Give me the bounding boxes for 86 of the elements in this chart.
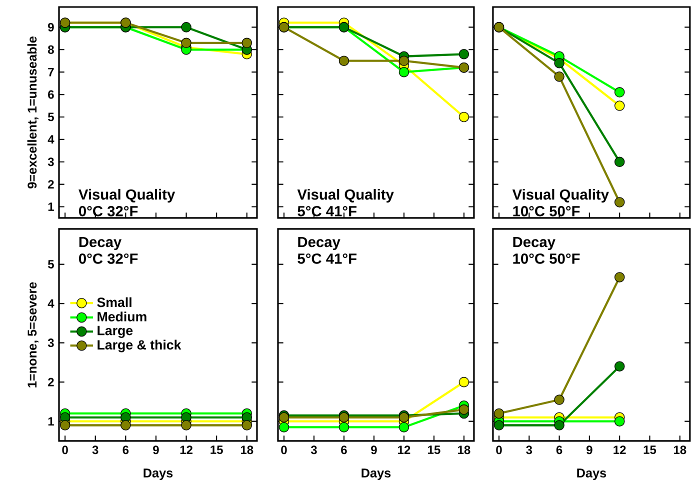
x-tick-label: 6 xyxy=(556,446,562,454)
legend-label: Large & thick xyxy=(98,340,182,352)
point xyxy=(398,422,410,432)
x-tick-label: 9 xyxy=(371,446,377,454)
point xyxy=(338,56,350,66)
point xyxy=(458,112,470,122)
point xyxy=(181,420,192,430)
x-tick-label: 15 xyxy=(428,446,440,454)
point xyxy=(614,156,625,168)
point xyxy=(60,420,70,430)
y-tick-label: 9 xyxy=(48,22,54,32)
x-tick-label: 6 xyxy=(341,446,347,454)
x-tick-label: 0 xyxy=(62,446,68,454)
point xyxy=(554,420,564,430)
point xyxy=(614,197,625,208)
legend-label: Small xyxy=(97,297,132,308)
y-tick-label: 5 xyxy=(48,112,54,122)
y-tick-label: 6 xyxy=(48,90,54,99)
point xyxy=(242,38,252,48)
x-axis-title: Days xyxy=(577,468,606,480)
annotation: 0°C 32°F xyxy=(79,206,138,216)
point xyxy=(338,422,350,432)
x-tick-label: 3 xyxy=(526,446,532,454)
point xyxy=(494,420,504,430)
x-tick-label: 18 xyxy=(458,446,470,454)
x-tick-label: 9 xyxy=(586,446,592,454)
y-axis-title: 9=excellent, 1=unuseable xyxy=(27,36,38,188)
y-axis-title: 1=none, 5=severe xyxy=(28,282,38,388)
x-tick-label: 12 xyxy=(180,446,192,454)
y-tick-label: 4 xyxy=(48,135,54,144)
legend-label: Large xyxy=(98,326,133,338)
point xyxy=(181,38,192,48)
point xyxy=(614,361,625,372)
point xyxy=(242,420,252,430)
annotation: Visual Quality xyxy=(512,188,609,203)
annotation: Decay xyxy=(513,236,556,250)
x-tick-label: 6 xyxy=(122,446,129,454)
x-tick-label: 15 xyxy=(644,446,656,454)
point xyxy=(398,66,410,78)
x-tick-label: 12 xyxy=(398,446,410,454)
point xyxy=(614,272,625,282)
point xyxy=(398,56,410,66)
y-tick-label: 5 xyxy=(48,260,54,269)
x-tick-label: 18 xyxy=(240,446,254,454)
point xyxy=(614,416,625,426)
x-tick-label: 15 xyxy=(210,446,223,454)
point xyxy=(554,394,564,405)
annotation: 5°C 41°F xyxy=(298,206,356,216)
point xyxy=(181,22,192,32)
point xyxy=(554,58,564,68)
x-axis-title: Days xyxy=(144,468,173,480)
y-tick-label: 2 xyxy=(48,180,54,189)
x-tick-label: 12 xyxy=(614,446,626,454)
point xyxy=(458,376,470,388)
y-tick-label: 3 xyxy=(48,338,54,348)
y-tick-label: 2 xyxy=(48,378,54,386)
point xyxy=(614,87,625,98)
y-tick-label: 3 xyxy=(48,158,54,166)
point xyxy=(458,49,470,60)
point xyxy=(278,422,290,432)
annotation: 0°C 32°F xyxy=(79,253,138,264)
point xyxy=(554,71,564,82)
y-tick-label: 1 xyxy=(48,202,54,211)
x-tick-label: 0 xyxy=(281,446,287,454)
point xyxy=(494,408,504,419)
annotation: Visual Quality xyxy=(78,188,176,203)
y-tick-label: 1 xyxy=(48,417,54,426)
annotation: Decay xyxy=(79,236,122,250)
x-tick-label: 9 xyxy=(153,446,159,454)
legend-label: Medium xyxy=(98,312,146,322)
annotation: 5°C 41°F xyxy=(298,253,356,264)
annotation: Visual Quality xyxy=(297,188,394,203)
x-axis-title: Days xyxy=(362,468,391,480)
annotation: 10°C 50°F xyxy=(513,253,580,264)
x-tick-label: 3 xyxy=(310,446,317,454)
x-tick-label: 18 xyxy=(674,446,686,454)
x-tick-label: 3 xyxy=(92,446,98,454)
annotation: 10°C 50°F xyxy=(513,206,580,216)
point xyxy=(614,100,625,111)
point xyxy=(120,420,131,430)
y-tick-label: 8 xyxy=(48,45,54,54)
x-tick-label: 0 xyxy=(496,446,502,454)
y-tick-label: 4 xyxy=(48,299,54,308)
y-tick-label: 7 xyxy=(48,68,54,76)
annotation: Decay xyxy=(298,236,340,250)
point xyxy=(458,404,470,415)
